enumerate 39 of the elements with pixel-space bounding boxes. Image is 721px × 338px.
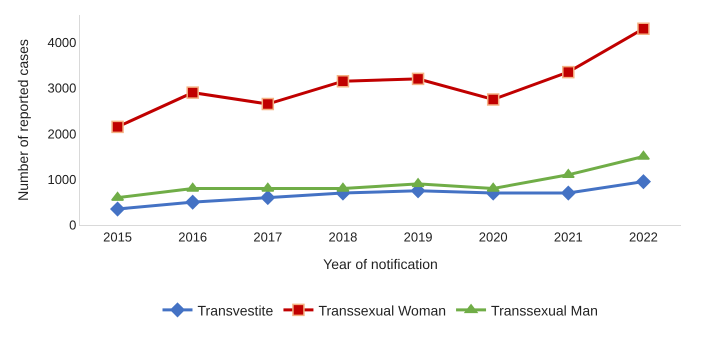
- y-tick-label: 2000: [47, 126, 76, 142]
- point: [186, 86, 199, 99]
- point: [636, 174, 651, 189]
- point: [562, 66, 575, 78]
- point: [336, 74, 350, 88]
- point: [111, 120, 124, 134]
- x-tick-label: 2016: [178, 230, 208, 245]
- point: [260, 190, 276, 205]
- x-tick-label: 2022: [628, 230, 658, 245]
- point: [185, 194, 200, 210]
- x-tick-label: 2021: [554, 230, 583, 245]
- x-tick-label: 2017: [253, 230, 282, 245]
- point: [262, 98, 274, 110]
- point: [412, 178, 425, 188]
- point: [486, 93, 500, 106]
- point: [336, 182, 350, 192]
- x-tick-label: 2019: [404, 230, 433, 245]
- point: [111, 192, 124, 201]
- point: [110, 202, 125, 216]
- point: [561, 186, 576, 200]
- legend-label: Transvestite: [198, 302, 274, 318]
- point: [261, 182, 274, 192]
- y-tick-label: 4000: [47, 34, 76, 50]
- x-tick-label: 2015: [103, 230, 132, 245]
- x-axis-title: Year of notification: [323, 256, 438, 272]
- legend-label: Transsexual Woman: [318, 302, 446, 318]
- y-axis-title: Number of reported cases: [15, 39, 32, 201]
- y-tick-label: 3000: [47, 80, 76, 96]
- point: [636, 150, 650, 160]
- y-tick-label: 1000: [47, 172, 76, 187]
- point: [412, 72, 424, 86]
- point: [562, 169, 575, 178]
- x-tick-label: 2020: [478, 230, 508, 245]
- point: [186, 182, 200, 192]
- legend-label: Transsexual Man: [491, 302, 598, 318]
- point: [486, 182, 500, 192]
- y-tick-label: 0: [69, 218, 76, 233]
- x-tick-label: 2018: [328, 230, 358, 245]
- point: [637, 22, 650, 35]
